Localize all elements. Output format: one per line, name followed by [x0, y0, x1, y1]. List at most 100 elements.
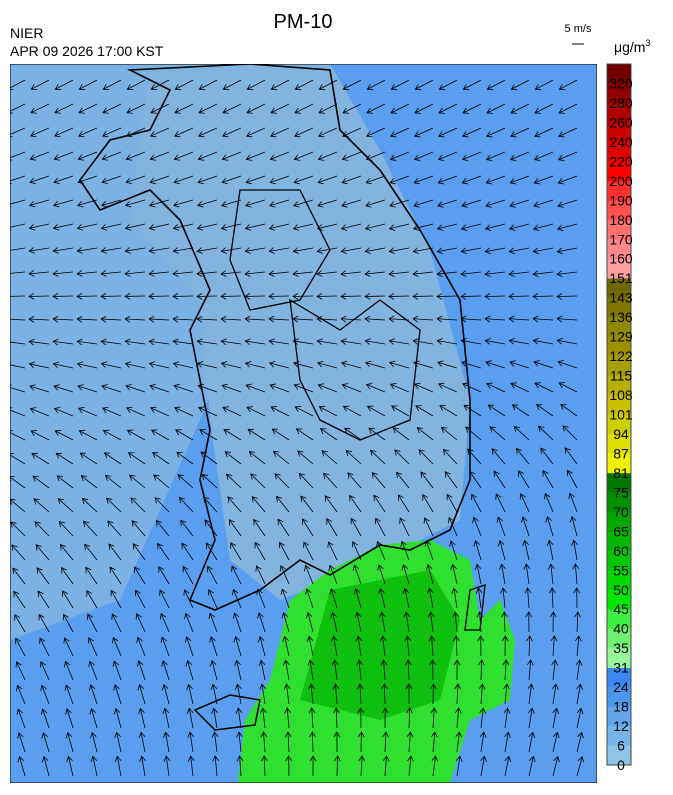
wind-arrow — [53, 151, 74, 161]
wind-arrow — [495, 493, 506, 513]
colorbar-label: 50 — [613, 582, 629, 598]
wind-arrow — [535, 404, 554, 417]
wind-arrow — [222, 127, 242, 138]
wind-arrow — [61, 567, 74, 585]
colorbar-segment — [607, 317, 631, 337]
wind-arrow — [77, 127, 98, 138]
wind-arrow — [366, 127, 386, 138]
wind-arrow — [154, 497, 170, 513]
colorbar-label: 180 — [609, 212, 633, 228]
colorbar-segment — [607, 356, 631, 376]
wind-arrow — [257, 612, 266, 633]
wind-arrow — [54, 79, 74, 91]
wind-arrow — [221, 151, 242, 161]
wind-arrow — [14, 614, 26, 633]
wind-arrow — [183, 589, 194, 609]
wind-arrow — [366, 79, 386, 91]
wind-arrow — [246, 406, 266, 417]
wind-arrow — [134, 566, 146, 585]
wind-arrow — [508, 337, 530, 345]
wind-arrow — [294, 127, 314, 138]
wind-arrow — [477, 635, 485, 657]
wind-arrow — [244, 338, 266, 346]
wind-arrow — [247, 428, 266, 441]
wind-arrow — [106, 497, 122, 513]
wind-arrow — [222, 103, 242, 114]
colorbar-segment — [607, 492, 631, 513]
wind-arrow — [28, 293, 50, 300]
wind-arrow — [184, 636, 194, 657]
wind-arrow — [340, 315, 362, 323]
wind-arrow — [347, 472, 362, 489]
wind-arrow — [52, 247, 74, 254]
wind-arrow — [245, 151, 266, 161]
wind-arrow — [58, 520, 74, 537]
wind-arrow — [148, 338, 170, 346]
wind-arrow — [478, 683, 486, 705]
wind-arrow — [364, 247, 386, 254]
wind-arrow — [564, 447, 578, 465]
wind-arrow — [528, 707, 535, 729]
wind-arrow — [485, 360, 506, 369]
wind-arrow — [523, 563, 531, 585]
wind-arrow — [17, 756, 26, 777]
wind-arrow — [557, 360, 578, 369]
colorbar-label: 55 — [613, 562, 629, 578]
colorbar-segment — [607, 453, 631, 474]
wind-arrow — [52, 361, 74, 369]
colorbar-segment — [607, 64, 631, 84]
wind-arrow — [534, 382, 554, 393]
wind-arrow — [10, 498, 26, 513]
wind-arrow — [66, 755, 74, 777]
colorbar-segment — [607, 336, 631, 357]
wind-arrow — [368, 427, 386, 441]
wind-arrow — [100, 338, 122, 346]
wind-arrow — [280, 588, 290, 609]
colorbar-label: 12 — [613, 718, 629, 734]
wind-arrow — [439, 405, 458, 417]
wind-arrow — [568, 492, 578, 513]
wind-arrow — [293, 175, 314, 185]
wind-arrow — [39, 660, 50, 681]
wind-arrow — [125, 199, 146, 208]
wind-arrow — [404, 659, 412, 681]
wind-arrow — [390, 127, 410, 138]
wind-arrow — [424, 540, 434, 561]
colorbar-label: 136 — [609, 309, 633, 325]
wind-arrow — [454, 683, 462, 705]
wind-arrow — [281, 612, 290, 633]
wind-arrow — [172, 247, 194, 254]
wind-arrow — [10, 293, 26, 300]
wind-arrow — [413, 360, 434, 369]
wind-arrow — [392, 427, 410, 441]
wind-arrow — [491, 448, 506, 465]
wind-arrow — [234, 683, 242, 705]
wind-arrow — [136, 636, 146, 657]
wind-arrow — [251, 496, 266, 513]
wind-arrow — [172, 223, 194, 231]
wind-arrow — [399, 517, 410, 537]
wind-arrow — [285, 755, 293, 777]
wind-arrow — [255, 565, 266, 585]
wind-arrow — [134, 589, 146, 609]
wind-arrow — [53, 384, 74, 393]
wind-arrow — [341, 175, 362, 185]
wind-arrow — [77, 151, 98, 161]
wind-arrow — [131, 520, 146, 537]
wind-arrow — [534, 127, 554, 138]
wind-arrow — [63, 637, 74, 657]
wind-arrow — [173, 175, 194, 185]
wind-arrow — [304, 564, 314, 585]
wind-arrow — [552, 755, 560, 777]
wind-arrow — [292, 293, 314, 300]
colorbar-segment — [607, 667, 631, 688]
wind-arrow — [163, 731, 170, 753]
coastline — [79, 64, 471, 611]
wind-arrow — [557, 199, 578, 208]
wind-arrow — [221, 383, 242, 393]
wind-arrow — [344, 427, 362, 441]
wind-arrow — [460, 338, 482, 345]
wind-arrow — [124, 361, 146, 369]
wind-arrow — [158, 566, 170, 585]
wind-arrow — [575, 659, 583, 681]
